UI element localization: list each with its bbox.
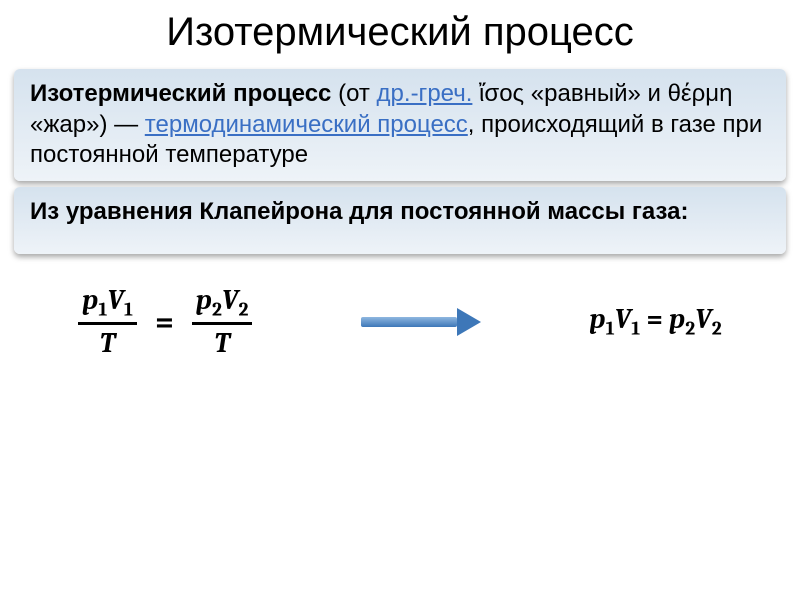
V1-var: V bbox=[107, 284, 124, 316]
V1-sub: 1 bbox=[124, 297, 133, 320]
res-Vs1: 1 bbox=[631, 317, 640, 340]
res-p2: p bbox=[669, 303, 685, 335]
p2-var: p bbox=[196, 284, 212, 316]
p2-sub: 2 bbox=[212, 297, 222, 320]
thermo-link[interactable]: термодинамический процесс bbox=[145, 111, 468, 138]
arrow-icon bbox=[361, 313, 481, 331]
res-s2: 2 bbox=[685, 317, 695, 340]
fraction-left: p1V1 T bbox=[78, 284, 137, 360]
p1-sub: 1 bbox=[98, 297, 107, 320]
slide-title: Изотермический процесс bbox=[0, 0, 800, 69]
T-left: T bbox=[96, 327, 120, 359]
res-V1: V bbox=[615, 303, 632, 335]
formula-area: p1V1 T = p2V2 T p1V1 = p2V2 bbox=[0, 260, 800, 360]
res-Vs2: 2 bbox=[712, 317, 722, 340]
def-text-1: (от bbox=[331, 80, 376, 107]
definition-panel: Изотермический процесс (от др.-греч. ἴσο… bbox=[14, 69, 786, 181]
result-equation: p1V1 = p2V2 bbox=[590, 303, 722, 340]
res-V2: V bbox=[695, 303, 712, 335]
res-s1: 1 bbox=[606, 317, 615, 340]
greek-link[interactable]: др.-греч. bbox=[377, 80, 473, 107]
V2-sub: 2 bbox=[239, 297, 249, 320]
fraction-right: p2V2 T bbox=[192, 284, 253, 360]
clapeyron-panel: Из уравнения Клапейрона для постоянной м… bbox=[14, 187, 786, 254]
res-eq: = bbox=[640, 303, 669, 335]
equals-sign: = bbox=[151, 303, 178, 340]
res-p1: p bbox=[590, 303, 606, 335]
p1-var: p bbox=[82, 284, 98, 316]
term-bold: Изотермический процесс bbox=[30, 80, 331, 107]
fraction-equation: p1V1 T = p2V2 T bbox=[78, 284, 252, 360]
T-right: T bbox=[210, 327, 234, 359]
clapeyron-text: Из уравнения Клапейрона для постоянной м… bbox=[30, 198, 689, 225]
V2-var: V bbox=[222, 284, 239, 316]
